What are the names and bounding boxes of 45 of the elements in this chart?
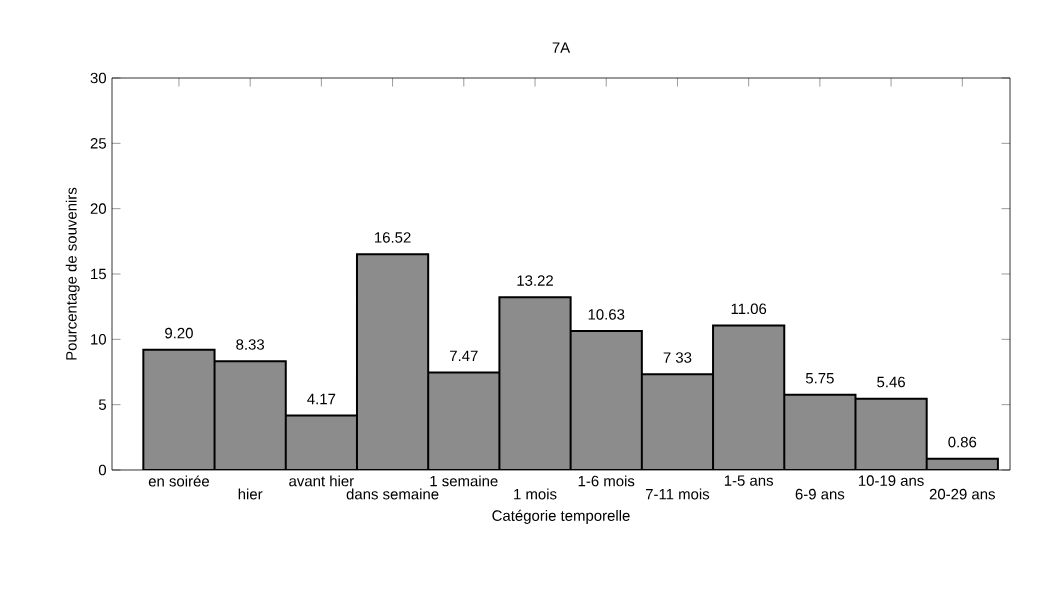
y-tick-label: 20 <box>90 203 107 214</box>
chart-title: 7A <box>552 42 571 53</box>
y-tick-label: 10 <box>91 334 107 345</box>
x-tick-label: 7-11 mois <box>645 488 710 500</box>
bar <box>285 415 357 470</box>
data-label: 10.63 <box>588 309 625 320</box>
x-tick-label: 1-6 mois <box>578 475 635 487</box>
x-tick-label: 10-19 ans <box>858 475 924 486</box>
data-label: 16.52 <box>375 232 411 243</box>
y-tick-label: 30 <box>90 72 107 84</box>
y-tick-label: 5 <box>98 399 106 410</box>
bar <box>784 394 856 470</box>
bar <box>570 331 642 470</box>
bar <box>641 374 714 470</box>
x-tick-label: dans semaine <box>346 488 439 500</box>
data-label: 11.06 <box>731 303 767 315</box>
bar <box>214 361 286 470</box>
bar <box>499 297 571 470</box>
x-tick-label: 6-9 ans <box>795 488 845 500</box>
data-label: 9.20 <box>165 327 193 339</box>
bar <box>143 349 215 470</box>
bar <box>713 325 785 470</box>
x-tick-label: 20-29 ans <box>929 488 995 500</box>
x-tick-label: 1 mois <box>514 488 557 500</box>
data-label: 7 33 <box>663 352 692 363</box>
y-tick-label: 0 <box>98 464 107 476</box>
y-tick-label: 25 <box>90 138 106 149</box>
data-label: 0.86 <box>948 436 977 448</box>
data-label: 8.33 <box>236 339 265 350</box>
data-label: 5.75 <box>805 373 834 384</box>
data-label: 5.46 <box>877 376 905 388</box>
bar <box>356 254 429 470</box>
x-tick-label: 1-5 ans <box>724 475 774 486</box>
bar <box>428 372 500 470</box>
data-label: 7.47 <box>450 350 478 362</box>
x-axis-title: Catégorie temporelle <box>492 509 630 524</box>
x-tick-label: 1 semaine <box>430 475 498 487</box>
y-tick-label: 15 <box>91 268 106 280</box>
data-label: 4.17 <box>307 393 336 405</box>
bar <box>855 398 927 470</box>
y-axis-title: Pourcentage de souvenirs <box>65 187 80 360</box>
x-tick-label: hier <box>238 488 263 500</box>
x-tick-label: en soirée <box>148 475 209 487</box>
x-tick-label: avant hier <box>289 475 354 487</box>
data-label: 13.22 <box>517 275 553 286</box>
